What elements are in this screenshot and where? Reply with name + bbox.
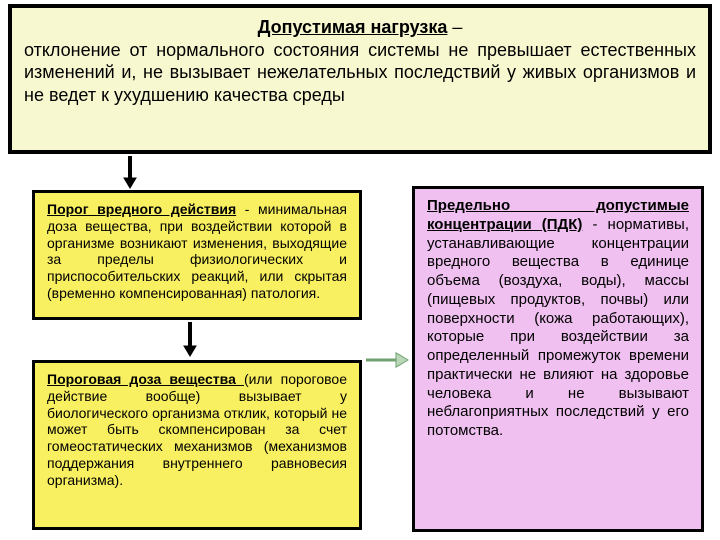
body-pdk: - нормативы, устанавливающие концентраци… xyxy=(427,216,689,439)
title-dash: – xyxy=(447,17,462,37)
lead-threshold-dose: Пороговая доза вещества xyxy=(47,371,244,387)
title-permissible-load: Допустимая нагрузка xyxy=(258,17,448,37)
box-pdk: Предельно допустимые концентрации (ПДК) … xyxy=(412,186,704,532)
box-permissible-load: Допустимая нагрузка – отклонение от норм… xyxy=(8,4,712,154)
lead-harm-threshold: Порог вредного действия xyxy=(47,201,236,217)
diagram-stage: Допустимая нагрузка – отклонение от норм… xyxy=(0,0,720,540)
box-harm-threshold: Порог вредного действия - минимальная до… xyxy=(32,190,362,320)
box-threshold-dose: Пороговая доза вещества (или пороговое д… xyxy=(32,360,362,530)
body-threshold-dose: (или пороговое действие вообще) вызывает… xyxy=(47,371,347,488)
body-permissible-load: отклонение от нормального состояния сист… xyxy=(24,39,696,107)
